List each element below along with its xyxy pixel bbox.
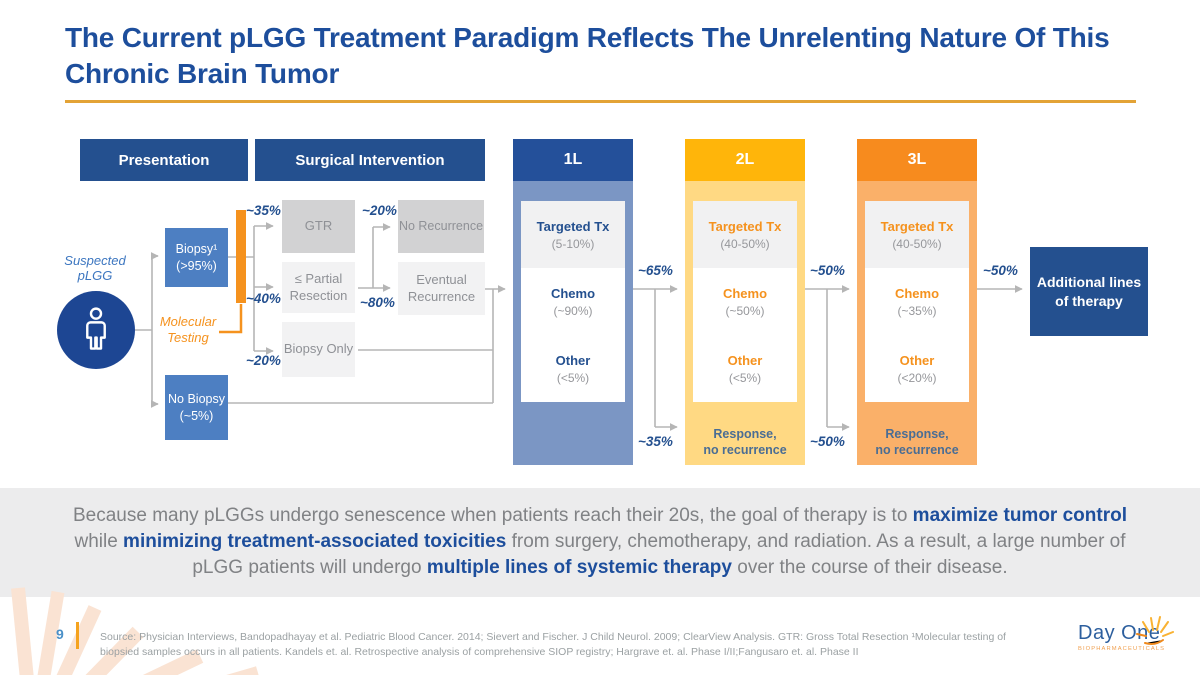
- column-2l-panel: Targeted Tx (40-50%) Chemo (~50%) Other …: [693, 201, 797, 402]
- summary-segment: while: [74, 531, 124, 553]
- logo-subtitle: BIOPHARMACEUTICALS: [1078, 646, 1166, 652]
- page-number: 9: [56, 626, 64, 642]
- tx-pct: (~90%): [553, 303, 593, 318]
- tx-pct: (40-50%): [720, 236, 770, 251]
- column-2l-body: Targeted Tx (40-50%) Chemo (~50%) Other …: [685, 181, 805, 465]
- column-3l-panel: Targeted Tx (40-50%) Chemo (~35%) Other …: [865, 201, 969, 402]
- column-1l-body: Targeted Tx (5-10%) Chemo (~90%) Other (…: [513, 181, 633, 465]
- tx-item: Other (<5%): [521, 335, 625, 402]
- tx-name: Other: [899, 352, 935, 368]
- tx-name: Other: [727, 352, 763, 368]
- column-2l: 2L Targeted Tx (40-50%) Chemo (~50%) Oth…: [685, 139, 805, 465]
- tx-item: Chemo (~50%): [693, 268, 797, 335]
- logo-wordmark: Day One: [1078, 622, 1161, 644]
- tx-pct: (~50%): [725, 303, 765, 318]
- summary-segment: from surgery, chemotherapy, and radiatio…: [192, 531, 1126, 579]
- logo-sunburst-icon: [1136, 616, 1174, 645]
- column-3l: 3L Targeted Tx (40-50%) Chemo (~35%) Oth…: [857, 139, 977, 465]
- column-3l-body: Targeted Tx (40-50%) Chemo (~35%) Other …: [857, 181, 977, 465]
- tx-name: Targeted Tx: [536, 218, 610, 234]
- tx-item: Chemo (~90%): [521, 268, 625, 335]
- title-underline: [65, 100, 1136, 103]
- no-biopsy-label: No Biopsy: [168, 392, 225, 407]
- summary-segment: Because many pLGGs undergo senescence wh…: [72, 505, 913, 526]
- summary-segment-bold: multiple lines of systemic therapy: [426, 557, 732, 579]
- source-footnote: Source: Physician Interviews, Bandopadha…: [100, 631, 1006, 658]
- tx-item: Targeted Tx (5-10%): [521, 201, 625, 268]
- tx-item: Chemo (~35%): [865, 268, 969, 335]
- gtr-box: GTR: [282, 200, 355, 253]
- tx-pct: (<5%): [556, 370, 590, 385]
- partial-resection-box: ≤ Partial Resection: [282, 262, 355, 313]
- stage-header-label: Surgical Intervention: [295, 151, 445, 169]
- person-icon: [86, 307, 106, 350]
- pct-to-2l-response: ~35%: [638, 434, 673, 449]
- tx-name: Chemo: [894, 285, 940, 301]
- tx-pct: (40-50%): [892, 236, 942, 251]
- biopsy-pct: (>95%): [176, 258, 217, 273]
- tx-item: Other (<5%): [693, 335, 797, 402]
- biopsy-only-box: Biopsy Only: [282, 322, 355, 377]
- biopsy-box: Biopsy¹ (>95%): [165, 228, 228, 287]
- stage-header-presentation: Presentation: [80, 139, 248, 181]
- suspected-plgg-label: Suspected pLGG: [64, 253, 126, 283]
- no-biopsy-box: No Biopsy (~5%): [165, 375, 228, 440]
- summary-segment: over the course of their disease.: [731, 557, 1008, 579]
- patient-icon: [57, 291, 135, 369]
- tx-name: Chemo: [722, 285, 768, 301]
- tx-name: Other: [555, 352, 591, 368]
- tx-name: Targeted Tx: [708, 218, 782, 234]
- pct-to-partial: ~40%: [246, 291, 281, 306]
- molecular-testing-label: Molecular Testing: [159, 314, 217, 346]
- tx-item: Other (<20%): [865, 335, 969, 402]
- molecular-testing-bar: [236, 210, 246, 303]
- column-1l: 1L Targeted Tx (5-10%) Chemo (~90%) Othe…: [513, 139, 633, 465]
- pct-to-no-recurrence: ~20%: [362, 203, 397, 218]
- tx-pct: (5-10%): [551, 236, 595, 251]
- summary-segment-bold: minimizing treatment-associated toxiciti…: [123, 531, 507, 553]
- stage-header-label: Presentation: [118, 151, 210, 169]
- summary-text: Because many pLGGs undergo senescence wh…: [63, 503, 1138, 582]
- no-biopsy-pct: (~5%): [179, 408, 214, 423]
- summary-band: Because many pLGGs undergo senescence wh…: [0, 488, 1200, 597]
- stage-header-surgical-intervention: Surgical Intervention: [255, 139, 485, 181]
- biopsy-label: Biopsy¹: [175, 242, 218, 257]
- day-one-logo: Day One BIOPHARMACEUTICALS: [1078, 616, 1178, 652]
- column-2l-header: 2L: [685, 139, 805, 181]
- tx-name: Targeted Tx: [880, 218, 954, 234]
- pct-to-eventual-recurrence: ~80%: [360, 295, 395, 310]
- page-title: The Current pLGG Treatment Paradigm Refl…: [65, 22, 1110, 90]
- tx-item: Targeted Tx (40-50%): [693, 201, 797, 268]
- pct-to-additional: ~50%: [983, 263, 1018, 278]
- additional-lines-box: Additional lines of therapy: [1030, 247, 1148, 336]
- tx-pct: (~35%): [897, 303, 937, 318]
- pct-to-2l: ~65%: [638, 263, 673, 278]
- pct-to-3l-response: ~50%: [810, 434, 845, 449]
- tx-pct: (<20%): [897, 370, 937, 385]
- tx-item: Targeted Tx (40-50%): [865, 201, 969, 268]
- tx-pct: (<5%): [728, 370, 762, 385]
- no-recurrence-box: No Recurrence: [398, 200, 484, 253]
- pct-to-biopsy-only: ~20%: [246, 353, 281, 368]
- response-no-recurrence-label: Response, no recurrence: [703, 426, 787, 457]
- column-1l-panel: Targeted Tx (5-10%) Chemo (~90%) Other (…: [521, 201, 625, 402]
- pct-to-3l: ~50%: [810, 263, 845, 278]
- column-3l-header: 3L: [857, 139, 977, 181]
- page-number-divider: [76, 622, 79, 649]
- pct-to-gtr: ~35%: [246, 203, 281, 218]
- eventual-recurrence-box: Eventual Recurrence: [398, 262, 485, 315]
- summary-segment-bold: maximize tumor control: [912, 505, 1127, 526]
- response-no-recurrence-label: Response, no recurrence: [875, 426, 959, 457]
- column-1l-header: 1L: [513, 139, 633, 181]
- tx-name: Chemo: [550, 285, 596, 301]
